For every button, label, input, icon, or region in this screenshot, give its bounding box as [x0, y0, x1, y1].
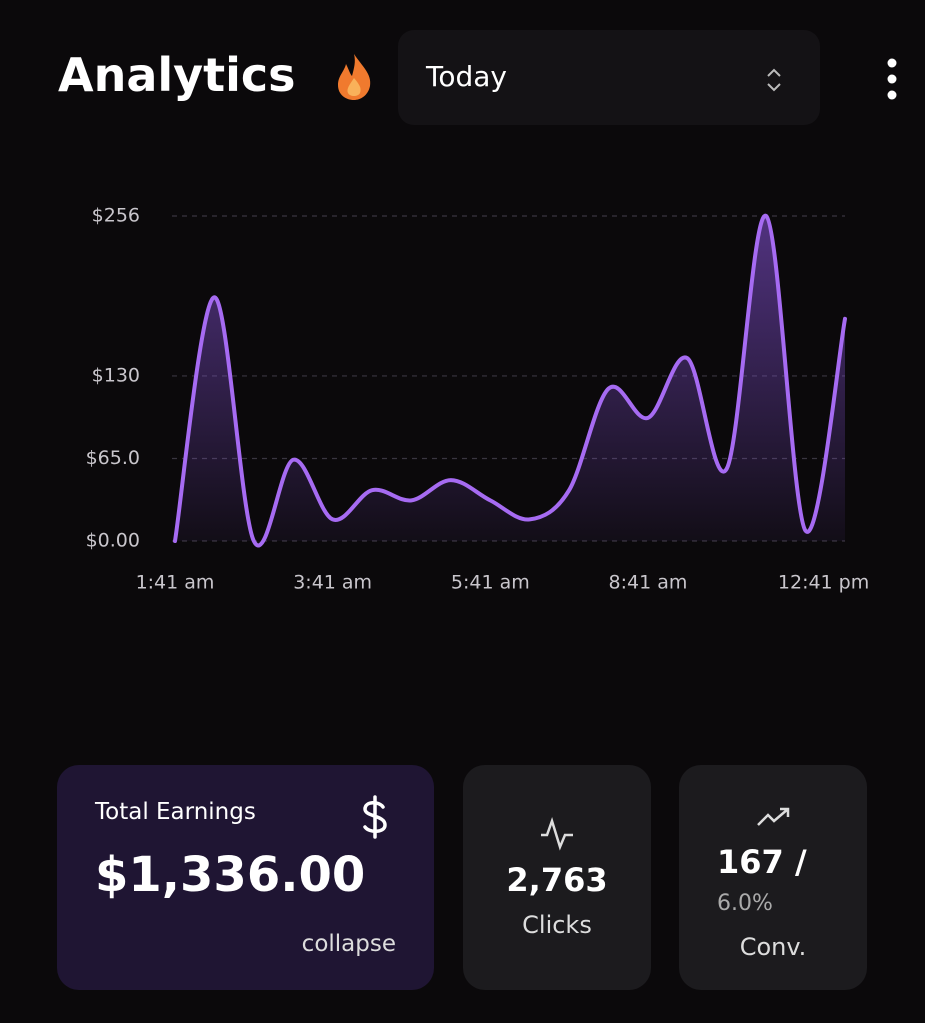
page-title: Analytics	[58, 48, 296, 102]
x-tick-label: 8:41 am	[609, 572, 688, 594]
period-dropdown[interactable]: Today	[398, 30, 820, 125]
dollar-icon	[363, 795, 387, 839]
x-tick-label: 3:41 am	[293, 572, 372, 594]
x-tick-label: 1:41 am	[136, 572, 215, 594]
area	[175, 215, 845, 546]
conversions-label: Conv.	[739, 933, 807, 961]
chart: $0.00 $65.0 $130 $256 1:41 am 3:41 am 5:41 am 8…	[86, 205, 870, 594]
clicks-value: 2,763	[506, 861, 608, 899]
y-tick-label: $65.0	[86, 447, 140, 469]
pulse-icon	[541, 817, 573, 851]
collapse-button[interactable]: collapse	[301, 931, 396, 957]
x-tick-label: 12:41 pm	[778, 572, 869, 594]
trend-icon	[757, 807, 790, 826]
flame-icon	[338, 54, 371, 100]
more-menu[interactable]	[882, 58, 902, 100]
chevrons-icon	[767, 68, 781, 92]
conversions-rate: 6.0%	[717, 891, 773, 916]
x-tick-label: 5:41 am	[451, 572, 530, 594]
conversions-value: 167 /	[717, 843, 807, 881]
conversions-card: 167 / 6.0% Conv.	[679, 765, 867, 990]
clicks-card: 2,763 Clicks	[463, 765, 651, 990]
card-title: Total Earnings	[95, 799, 256, 825]
clicks-label: Clicks	[522, 911, 592, 939]
earnings-card: Total Earnings $1,336.00 collapse	[57, 765, 434, 990]
earnings-value: $1,336.00	[95, 847, 366, 903]
y-tick-label: $130	[92, 364, 140, 386]
line	[173, 213, 847, 548]
period-label: Today	[426, 60, 507, 93]
y-tick-label: $0.00	[86, 530, 140, 552]
y-tick-label: $256	[92, 205, 140, 227]
